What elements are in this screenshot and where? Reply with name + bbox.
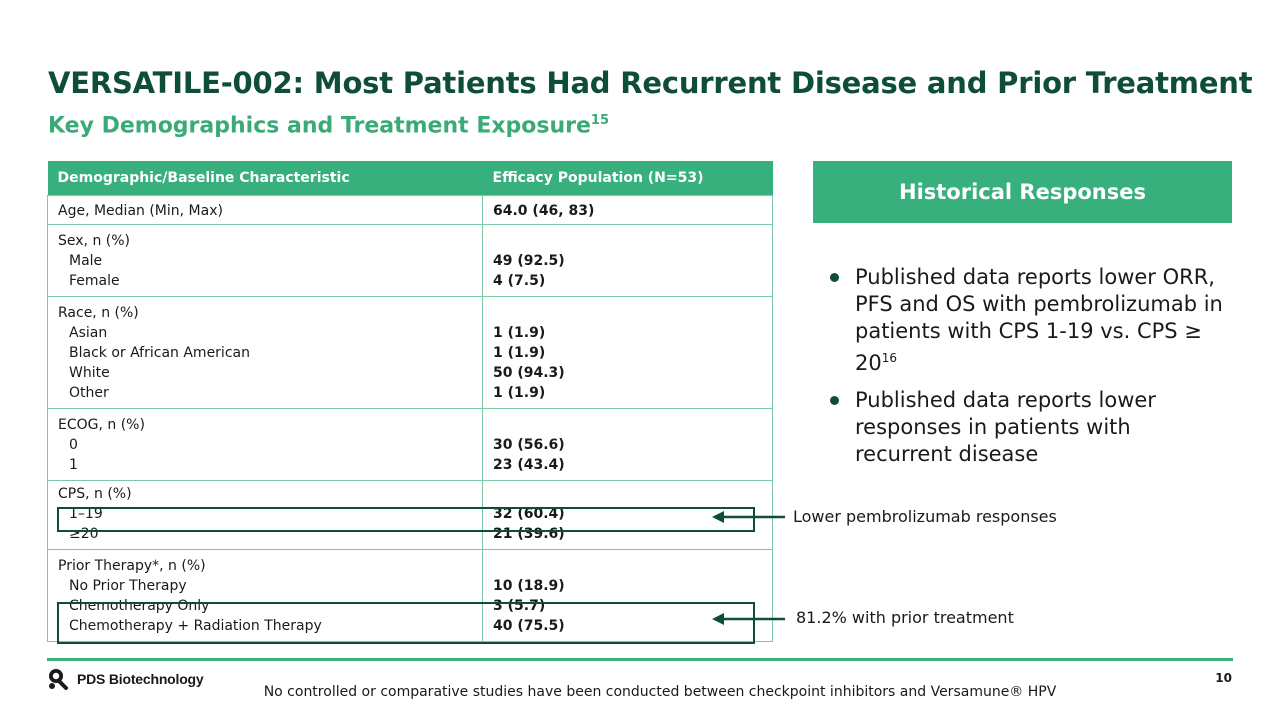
cps-highlight-box (57, 507, 755, 532)
bullet-1-reference: 16 (881, 351, 898, 365)
sex-male-label: Male (69, 252, 103, 269)
historical-responses-title: Historical Responses (899, 180, 1146, 204)
prior-chemo-label: Chemotherapy Only (69, 597, 210, 614)
prior-labels: Prior Therapy*, n (%) No Prior Therapy C… (47, 548, 483, 642)
sex-female-value: 4 (7.5) (493, 272, 546, 289)
table-row-ecog: ECOG, n (%) 0 1 30 (56.6) 23 (43.4) (47, 407, 773, 481)
prior-values: 10 (18.9) 3 (5.7) 40 (75.5) (482, 548, 773, 642)
historical-bullets: Published data reports lower ORR, PFS an… (828, 264, 1228, 478)
cps-labels: CPS, n (%) 1–19 ≥20 (47, 479, 483, 550)
ecog-0-label: 0 (69, 436, 78, 453)
cps-low-value: 32 (60.4) (493, 505, 565, 522)
bullet-item: Published data reports lower responses i… (828, 387, 1228, 468)
ecog-heading: ECOG, n (%) (58, 416, 145, 433)
bullet-dot-icon (830, 273, 839, 282)
cps-high-value: 21 (39.6) (493, 525, 565, 542)
header-efficacy-population: Efficacy Population (N=53) (482, 161, 773, 195)
bullet-item: Published data reports lower ORR, PFS an… (828, 264, 1228, 377)
cps-arrow-icon (712, 511, 785, 523)
ecog-1-label: 1 (69, 456, 78, 473)
cps-callout: Lower pembrolizumab responses (793, 507, 1057, 526)
sex-male-value: 49 (92.5) (493, 252, 565, 269)
ecog-1-value: 23 (43.4) (493, 456, 565, 473)
prior-highlight-box (57, 602, 755, 644)
race-black-label: Black or African American (69, 344, 250, 361)
cps-high-label: ≥20 (69, 525, 99, 542)
bullet-2-text: Published data reports lower responses i… (855, 388, 1156, 466)
race-white-value: 50 (94.3) (493, 364, 565, 381)
sex-values: 49 (92.5) 4 (7.5) (482, 223, 773, 297)
race-black-value: 1 (1.9) (493, 344, 546, 361)
race-heading: Race, n (%) (58, 304, 139, 321)
prior-callout: 81.2% with prior treatment (796, 608, 1014, 627)
page-title: VERSATILE-002: Most Patients Had Recurre… (48, 66, 1253, 100)
subtitle-text: Key Demographics and Treatment Exposure (48, 113, 591, 139)
demographics-table: Demographic/Baseline Characteristic Effi… (47, 161, 773, 642)
ecog-0-value: 30 (56.6) (493, 436, 565, 453)
footer-disclaimer: No controlled or comparative studies hav… (263, 684, 1057, 700)
bullet-1-text: Published data reports lower ORR, PFS an… (855, 265, 1223, 375)
age-label: Age, Median (Min, Max) (47, 194, 483, 225)
prior-arrow-icon (712, 613, 785, 625)
footer-divider (47, 658, 1233, 661)
race-asian-value: 1 (1.9) (493, 324, 546, 341)
race-other-label: Other (69, 384, 109, 401)
race-asian-label: Asian (69, 324, 108, 341)
subtitle-reference: 15 (590, 113, 610, 128)
table-header-row: Demographic/Baseline Characteristic Effi… (47, 161, 773, 195)
sex-heading: Sex, n (%) (58, 232, 130, 249)
sex-labels: Sex, n (%) Male Female (47, 223, 483, 297)
page-number: 10 (1215, 671, 1232, 685)
logo-text: PDS Biotechnology (77, 671, 204, 687)
table-row-age: Age, Median (Min, Max) 64.0 (46, 83) (47, 194, 773, 225)
race-labels: Race, n (%) Asian Black or African Ameri… (47, 295, 483, 409)
sex-female-label: Female (69, 272, 120, 289)
prior-none-label: No Prior Therapy (69, 577, 187, 594)
race-other-value: 1 (1.9) (493, 384, 546, 401)
prior-chemo-value: 3 (5.7) (493, 597, 546, 614)
pds-logo-icon (49, 669, 68, 690)
company-logo: PDS Biotechnology (48, 668, 204, 690)
ecog-values: 30 (56.6) 23 (43.4) (482, 407, 773, 481)
bullet-dot-icon (830, 396, 839, 405)
table-row-race: Race, n (%) Asian Black or African Ameri… (47, 295, 773, 409)
ecog-labels: ECOG, n (%) 0 1 (47, 407, 483, 481)
prior-heading: Prior Therapy*, n (%) (58, 557, 206, 574)
race-white-label: White (69, 364, 110, 381)
cps-heading: CPS, n (%) (58, 485, 132, 502)
table-row-sex: Sex, n (%) Male Female 49 (92.5) 4 (7.5) (47, 223, 773, 297)
race-values: 1 (1.9) 1 (1.9) 50 (94.3) 1 (1.9) (482, 295, 773, 409)
prior-chemo-rad-value: 40 (75.5) (493, 617, 565, 634)
historical-responses-header: Historical Responses (813, 161, 1232, 223)
page-subtitle: Key Demographics and Treatment Exposure1… (48, 113, 609, 138)
age-value: 64.0 (46, 83) (482, 194, 773, 225)
header-characteristic: Demographic/Baseline Characteristic (47, 161, 483, 195)
prior-chemo-rad-label: Chemotherapy + Radiation Therapy (69, 617, 322, 634)
table-row-cps: CPS, n (%) 1–19 ≥20 32 (60.4) 21 (39.6) (47, 479, 773, 550)
cps-low-label: 1–19 (69, 505, 103, 522)
table-row-prior-therapy: Prior Therapy*, n (%) No Prior Therapy C… (47, 548, 773, 642)
prior-none-value: 10 (18.9) (493, 577, 565, 594)
